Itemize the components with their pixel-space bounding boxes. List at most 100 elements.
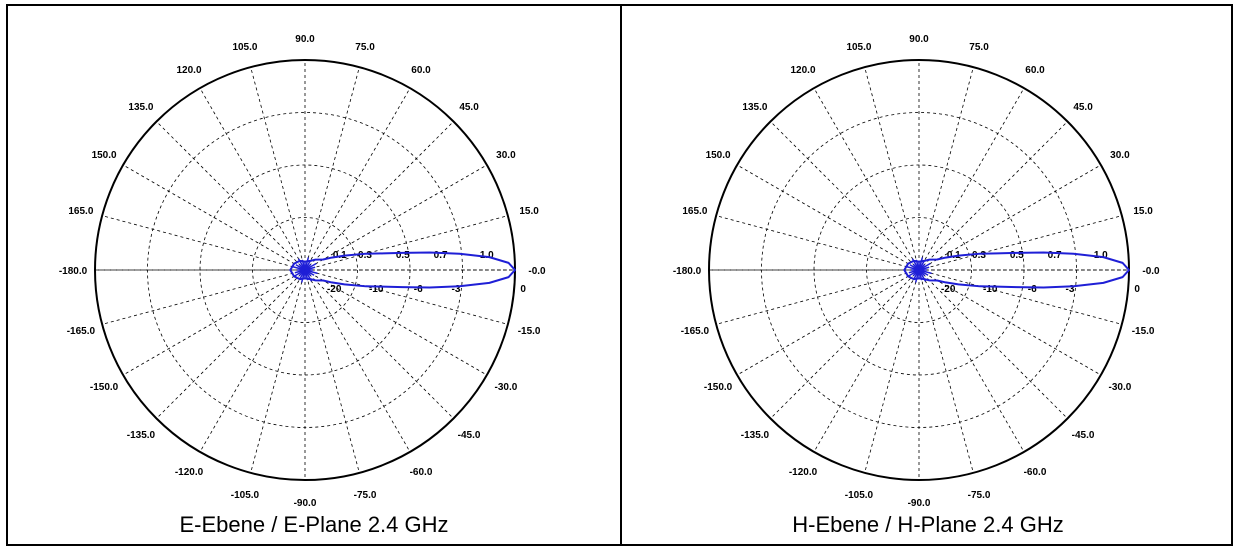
grid-spoke: [918, 67, 974, 271]
radial-tick-label-upper: 0.5: [1010, 250, 1024, 261]
angle-tick-label: -165.0: [681, 326, 710, 337]
grid-spoke: [918, 121, 1068, 271]
panel-divider: [620, 4, 622, 546]
grid-spoke: [304, 269, 488, 376]
angle-tick-label: 120.0: [176, 65, 201, 76]
grid-spoke: [304, 215, 508, 271]
radial-tick-label-upper: 0.7: [1048, 250, 1062, 261]
angle-tick-label: -0.0: [1142, 266, 1160, 277]
grid-spoke: [304, 121, 454, 271]
radial-tick-label-upper: 1.0: [480, 250, 494, 261]
grid-spoke: [156, 121, 306, 271]
grid-spoke: [304, 269, 454, 419]
grid-spoke: [770, 269, 920, 419]
radial-tick-label-lower: -20: [941, 284, 956, 295]
angle-tick-label: -45.0: [1072, 430, 1095, 441]
figure-frame: [6, 4, 1233, 546]
radial-tick-label-lower: 0: [520, 284, 526, 295]
angle-tick-label: -135.0: [741, 430, 770, 441]
radial-tick-label-lower: -10: [983, 284, 998, 295]
angle-tick-label: 135.0: [742, 102, 767, 113]
e-plane-polar-chart: -0.0 15.0 30.0 45.0 60.0 75.0 90.0 105.0 120.0 13…: [59, 34, 546, 506]
grid-spoke: [250, 269, 306, 473]
angle-tick-label: 150.0: [92, 150, 117, 161]
angle-tick-label: 30.0: [496, 150, 516, 161]
radial-tick-label-lower: -6: [414, 284, 423, 295]
angle-tick-label: -120.0: [789, 467, 818, 478]
grid-spoke: [918, 269, 1102, 376]
radial-tick-label-upper: 0.5: [396, 250, 410, 261]
e-plane-panel: -0.0 15.0 30.0 45.0 60.0 75.0 90.0 105.0 120.0 13…: [8, 6, 620, 544]
grid-spoke: [199, 269, 306, 453]
grid-spoke: [918, 269, 1122, 325]
grid-spoke: [304, 269, 360, 473]
grid-spoke: [716, 215, 920, 271]
angle-tick-label: -165.0: [67, 326, 96, 337]
h-plane-polar-chart: -0.0 15.0 30.0 45.0 60.0 75.0 90.0 105.0 120.0 13…: [673, 34, 1160, 506]
grid-spoke: [102, 215, 306, 271]
h-plane-caption: H-Ebene / H-Plane 2.4 GHz: [792, 512, 1064, 537]
radial-tick-label-lower: 0: [1134, 284, 1140, 295]
angle-tick-label: -75.0: [968, 490, 991, 501]
radial-tick-label-lower: -3: [452, 284, 461, 295]
e-plane-caption: E-Ebene / E-Plane 2.4 GHz: [179, 512, 449, 537]
angle-tick-label: 75.0: [969, 42, 989, 53]
grid-spoke: [770, 121, 920, 271]
angle-tick-label: 15.0: [1133, 206, 1153, 217]
angle-tick-label: -105.0: [231, 490, 260, 501]
radial-tick-label-lower: -20: [327, 284, 342, 295]
angle-tick-label: 30.0: [1110, 150, 1130, 161]
angle-tick-label: 45.0: [459, 102, 479, 113]
grid-spoke: [102, 269, 306, 325]
grid-spoke: [918, 269, 974, 473]
h-plane-panel: -0.0 15.0 30.0 45.0 60.0 75.0 90.0 105.0 120.0 13…: [622, 6, 1234, 544]
grid-spoke: [122, 269, 306, 376]
radial-tick-label-lower: -6: [1028, 284, 1037, 295]
radial-tick-label-upper: 0.3: [972, 250, 986, 261]
angle-tick-label: -180.0: [59, 266, 88, 277]
angle-tick-label: 105.0: [232, 42, 257, 53]
angle-tick-label: -135.0: [127, 430, 156, 441]
angle-tick-label: -15.0: [518, 326, 541, 337]
grid-spoke: [304, 67, 360, 271]
grid-spoke: [304, 269, 411, 453]
angle-tick-label: 75.0: [355, 42, 375, 53]
grid-spoke: [250, 67, 306, 271]
angle-tick-label: 45.0: [1073, 102, 1093, 113]
angle-tick-label: 165.0: [68, 206, 93, 217]
grid-spoke: [199, 87, 306, 271]
angle-tick-label: -150.0: [704, 382, 733, 393]
angle-tick-label: 105.0: [846, 42, 871, 53]
grid-spoke: [864, 67, 920, 271]
grid-spoke: [304, 269, 508, 325]
angle-tick-label: 165.0: [682, 206, 707, 217]
angle-tick-label: -90.0: [294, 498, 317, 506]
grid-spoke: [304, 87, 411, 271]
radial-tick-label-upper: 0.7: [434, 250, 448, 261]
pattern-series-line: [903, 251, 1130, 289]
pattern-series-line: [289, 251, 516, 289]
angle-tick-label: -150.0: [90, 382, 119, 393]
angle-tick-label: -30.0: [1109, 382, 1132, 393]
grid-spoke: [813, 269, 920, 453]
grid-spoke: [918, 269, 1025, 453]
angle-tick-label: 90.0: [909, 34, 929, 45]
angle-tick-label: 15.0: [519, 206, 539, 217]
angle-tick-label: -30.0: [495, 382, 518, 393]
angle-tick-label: 150.0: [706, 150, 731, 161]
angle-tick-label: 120.0: [790, 65, 815, 76]
angle-tick-label: 60.0: [411, 65, 431, 76]
angle-tick-label: 90.0: [295, 34, 315, 45]
grid-spoke: [304, 164, 488, 271]
grid-spoke: [918, 269, 1068, 419]
angle-tick-label: -60.0: [1024, 467, 1047, 478]
side-lobe-mark: [304, 269, 318, 275]
grid-spoke: [122, 164, 306, 271]
angle-tick-label: -60.0: [410, 467, 433, 478]
radial-tick-label-upper: 1.0: [1094, 250, 1108, 261]
grid-spoke: [918, 164, 1102, 271]
angle-tick-label: 135.0: [128, 102, 153, 113]
radial-tick-label-lower: -10: [369, 284, 384, 295]
angle-tick-label: 60.0: [1025, 65, 1045, 76]
angle-tick-label: -45.0: [458, 430, 481, 441]
